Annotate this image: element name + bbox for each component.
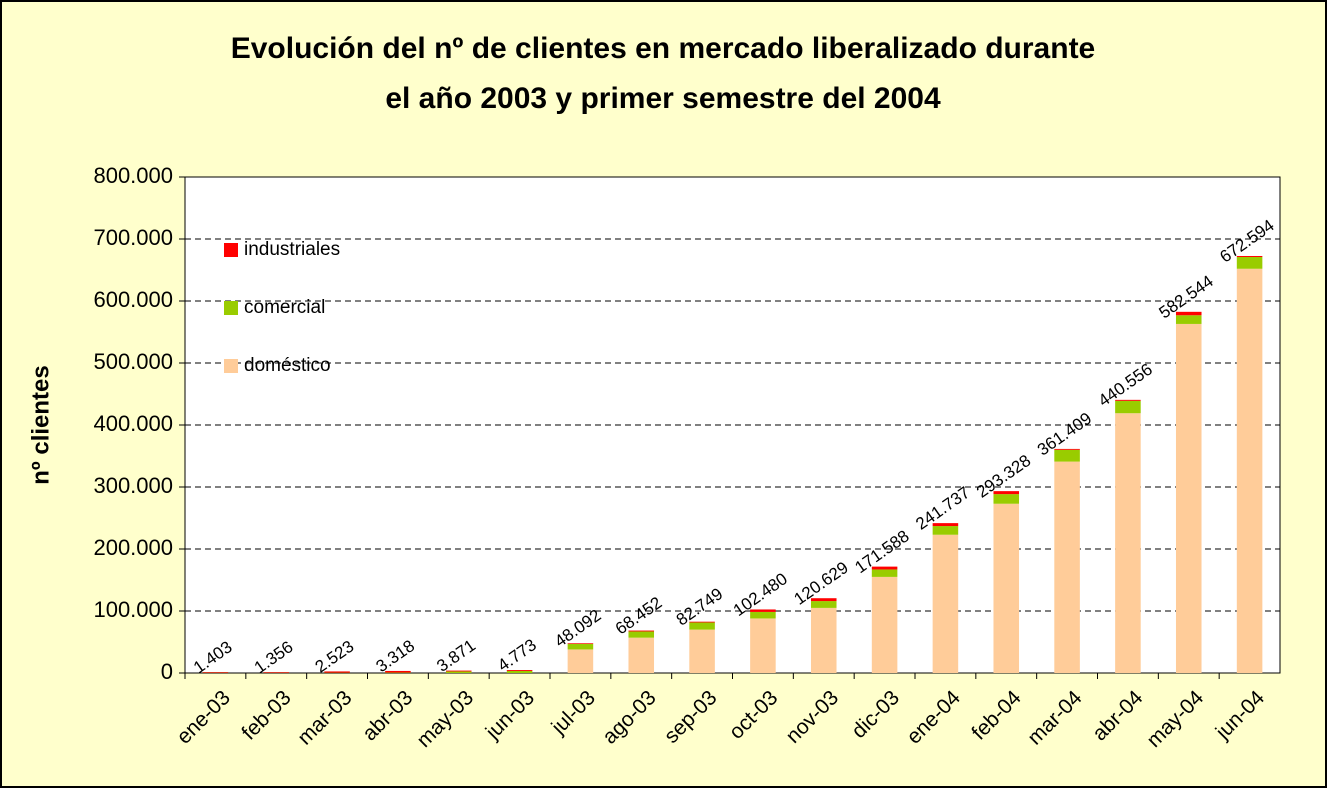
bar-segment — [263, 672, 290, 673]
bar-segment — [202, 672, 229, 673]
bar-segment — [324, 671, 350, 673]
bar-segment — [932, 534, 959, 673]
bar-segment — [689, 629, 715, 673]
bar-segment — [628, 637, 655, 673]
bar-segment — [385, 670, 411, 673]
y-tick-label: 200.000 — [93, 535, 173, 560]
bar-segment — [445, 671, 472, 673]
bar-segment — [993, 494, 1020, 504]
bar-segment — [1054, 449, 1080, 462]
bar-segment — [567, 643, 594, 650]
legend-swatch — [224, 301, 238, 315]
y-tick-label: 100.000 — [93, 597, 173, 622]
legend-swatch — [224, 359, 238, 373]
bar-segment — [871, 576, 898, 673]
y-tick-label: 600.000 — [93, 287, 173, 312]
bar-segment — [932, 526, 959, 535]
bar-segment — [567, 643, 594, 644]
bar-segment — [750, 618, 776, 673]
bar-segment — [871, 569, 898, 577]
bar-segment — [932, 523, 959, 527]
title-line: el año 2003 y primer semestre del 2004 — [385, 82, 941, 115]
y-tick-label: 400.000 — [93, 411, 173, 436]
legend-label: industriales — [244, 239, 340, 260]
bar-segment — [689, 621, 715, 623]
legend-label: doméstico — [244, 355, 331, 376]
bar-segment — [1115, 413, 1141, 673]
bar-segment — [750, 609, 776, 612]
bar-segment — [1175, 323, 1202, 673]
bar-segment — [1236, 268, 1263, 673]
bar-segment — [1115, 399, 1141, 401]
bar-segment — [810, 607, 837, 673]
y-tick-label: 300.000 — [93, 473, 173, 498]
bar-segment — [689, 622, 715, 630]
bar-segment — [871, 566, 898, 570]
bar-segment — [1175, 315, 1202, 324]
bar-segment — [445, 670, 472, 672]
bar-segment — [993, 503, 1020, 673]
legend-swatch — [224, 243, 238, 257]
bar-segment — [810, 598, 837, 602]
bar-segment — [1054, 448, 1080, 450]
bar-segment — [1175, 311, 1202, 316]
bar-segment — [628, 631, 655, 638]
y-tick-label: 700.000 — [93, 225, 173, 250]
bar-segment — [1236, 255, 1263, 257]
bar-segment — [810, 601, 837, 608]
y-tick-label: 0 — [161, 659, 173, 684]
bar-segment — [993, 491, 1020, 495]
bar-segment — [1054, 461, 1080, 673]
bar-segment — [750, 611, 776, 619]
y-tick-label: 800.000 — [93, 163, 173, 188]
chart-title: Evolución del nº de clientes en mercado … — [231, 32, 1096, 115]
legend-label: comercial — [244, 297, 325, 318]
bar-segment — [567, 649, 594, 673]
title-line: Evolución del nº de clientes en mercado … — [231, 32, 1096, 65]
bar-segment — [506, 670, 533, 673]
bar-segment — [1236, 256, 1263, 269]
y-tick-label: 500.000 — [93, 349, 173, 374]
y-axis-label: nº clientes — [27, 365, 54, 484]
bar-segment — [628, 630, 655, 632]
bar-segment — [506, 670, 533, 671]
bar-segment — [1115, 400, 1141, 414]
